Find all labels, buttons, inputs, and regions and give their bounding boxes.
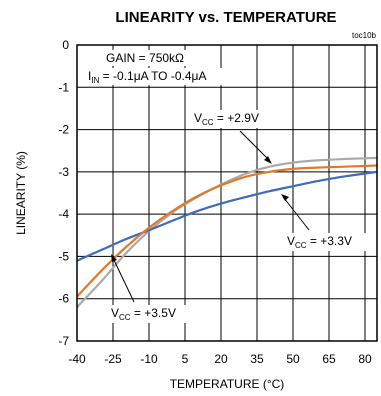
series-2-9v-label-rest: = +2.9V xyxy=(214,111,259,125)
series-3-5v-label-rest: = +3.5V xyxy=(131,306,176,320)
iin-label-main: I xyxy=(88,69,91,83)
series-2-9v-label-bg xyxy=(191,110,271,128)
y-tick-label: -7 xyxy=(58,334,69,348)
series-3-3v-label: VCC = +3.3V xyxy=(287,234,352,250)
x-tick-label: -10 xyxy=(140,352,158,366)
figure-code: toc10b xyxy=(352,31,377,40)
y-tick-label: -4 xyxy=(58,207,69,221)
y-axis-title: LINEARITY (%) xyxy=(14,151,28,235)
series-2-9v-leader xyxy=(239,130,270,161)
plot-frame xyxy=(76,44,378,342)
iin-label-bg xyxy=(82,68,224,85)
series-3-3v-label-sub: CC xyxy=(295,241,307,250)
x-tick-label: -40 xyxy=(68,352,86,366)
x-axis-title: TEMPERATURE (°C) xyxy=(170,377,285,391)
series-2-9v-label: VCC = +2.9V xyxy=(194,111,259,127)
series-layer xyxy=(76,156,378,308)
x-tick-label: 20 xyxy=(214,352,228,366)
series-3-3v-label-bg xyxy=(284,233,368,251)
series-3-3v-label-main: V xyxy=(287,234,295,248)
x-tick-label: -25 xyxy=(104,352,122,366)
series-line-3-3 xyxy=(76,170,378,262)
y-tick-label: -2 xyxy=(58,123,69,137)
series-3-3v-label-rest: = +3.3V xyxy=(307,234,352,248)
series-line-3-5 xyxy=(76,164,378,298)
series-3-3v-leader xyxy=(283,197,310,231)
iin-label-sub: IN xyxy=(91,76,99,85)
chart-title: LINEARITY vs. TEMPERATURE xyxy=(115,9,336,26)
series-3-3v-arrowhead xyxy=(281,194,289,201)
series-3-5v-label-main: V xyxy=(111,306,119,320)
x-tick-label: 65 xyxy=(322,352,336,366)
y-tick-label: -5 xyxy=(58,249,69,263)
iin-label: IIN = -0.1μA TO -0.4μA xyxy=(88,69,206,85)
series-line-2-9 xyxy=(76,156,378,308)
gain-label-bg xyxy=(102,50,210,66)
series-3-5v-arrowhead xyxy=(111,254,117,262)
y-tick-label: -6 xyxy=(58,292,69,306)
y-tick-label: -3 xyxy=(58,165,69,179)
x-tick-label: 80 xyxy=(358,352,372,366)
gain-label: GAIN = 750kΩ xyxy=(106,51,184,65)
y-tick-label: -1 xyxy=(58,80,69,94)
x-tick-label: 5 xyxy=(182,352,189,366)
series-3-5v-label-sub: CC xyxy=(119,313,131,322)
iin-label-rest: = -0.1μA TO -0.4μA xyxy=(99,69,206,83)
y-tick-labels: 0 -1 -2 -3 -4 -5 -6 -7 xyxy=(58,38,69,348)
x-tick-labels: -40 -25 -10 5 20 35 50 65 80 xyxy=(68,352,372,366)
grid xyxy=(76,44,377,342)
series-3-5v-leader xyxy=(112,257,135,303)
series-2-9v-label-main: V xyxy=(194,111,202,125)
series-3-5v-label-bg xyxy=(108,305,192,323)
series-2-9v-label-sub: CC xyxy=(202,118,214,127)
y-tick-label: 0 xyxy=(62,38,69,52)
x-tick-label: 35 xyxy=(250,352,264,366)
series-2-9v-arrowhead xyxy=(264,156,272,164)
series-3-5v-label: VCC = +3.5V xyxy=(111,306,176,322)
x-tick-label: 50 xyxy=(286,352,300,366)
